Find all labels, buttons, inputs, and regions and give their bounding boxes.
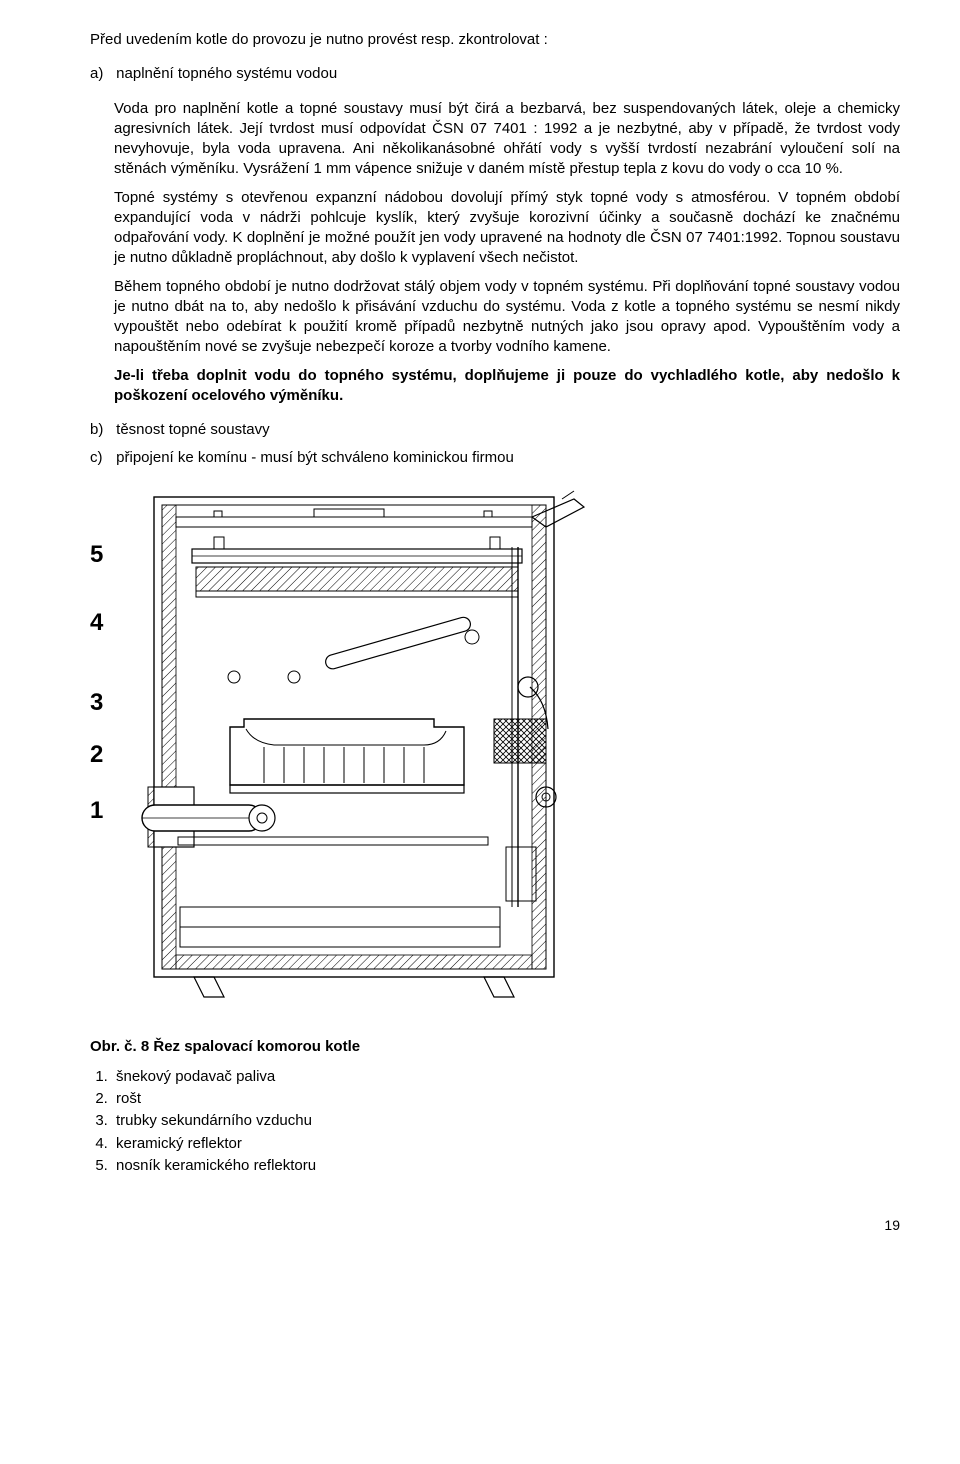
body-paragraph-1: Voda pro naplnění kotle a topné soustavy… (114, 99, 900, 180)
legend-item-2: rošt (112, 1089, 900, 1109)
callout-1: 1 (90, 795, 103, 827)
item-a-title: naplnění topného systému vodou (116, 65, 337, 82)
legend-item-5: nosník keramického reflektoru (112, 1156, 900, 1176)
figure-callouts: 5 4 3 2 1 (90, 487, 130, 1007)
list-item-a: a) naplnění topného systému vodou (90, 64, 900, 84)
item-b-label: b) (90, 420, 112, 440)
callout-3: 3 (90, 687, 103, 719)
body-paragraph-2: Topné systémy s otevřenou expanzní nádob… (114, 188, 900, 269)
item-b-text: těsnost topné soustavy (116, 421, 269, 438)
figure-caption: Obr. č. 8 Řez spalovací komorou kotle (90, 1037, 900, 1057)
figure-block: 5 4 3 2 1 (90, 487, 900, 1007)
list-item-c: c) připojení ke komínu - musí být schvál… (90, 448, 900, 468)
callout-5: 5 (90, 539, 103, 571)
legend-item-1: šnekový podavač paliva (112, 1067, 900, 1087)
legend-item-3: trubky sekundárního vzduchu (112, 1111, 900, 1131)
page-number: 19 (90, 1216, 900, 1235)
figure-legend: šnekový podavač paliva rošt trubky sekun… (112, 1067, 900, 1176)
combustion-chamber-diagram (134, 487, 594, 1007)
item-a-label: a) (90, 64, 112, 84)
legend-item-4: keramický reflektor (112, 1134, 900, 1154)
list-item-b: b) těsnost topné soustavy (90, 420, 900, 440)
item-c-label: c) (90, 448, 112, 468)
intro-text: Před uvedením kotle do provozu je nutno … (90, 30, 900, 50)
callout-4: 4 (90, 607, 103, 639)
callout-2: 2 (90, 739, 103, 771)
body-paragraph-4-bold: Je-li třeba doplnit vodu do topného syst… (114, 366, 900, 407)
body-paragraph-3: Během topného období je nutno dodržovat … (114, 277, 900, 358)
item-c-text: připojení ke komínu - musí být schváleno… (116, 449, 514, 466)
